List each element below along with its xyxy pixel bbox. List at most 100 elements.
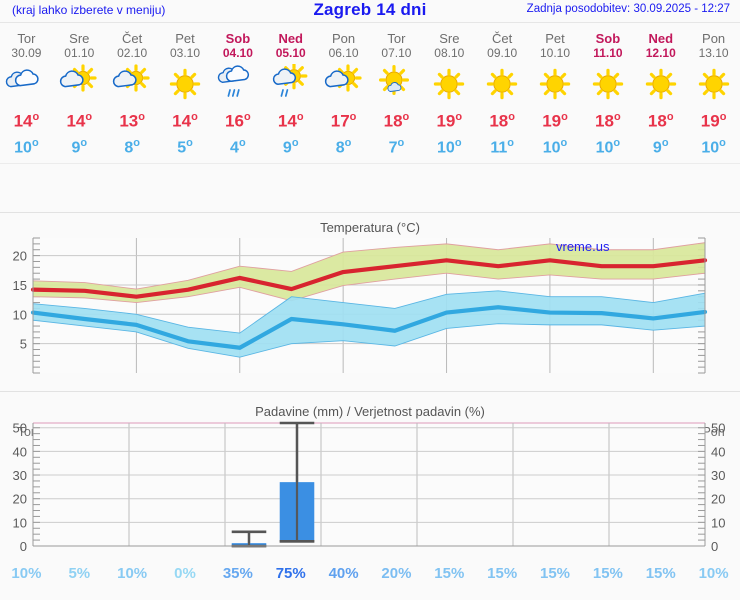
forecast-day-9[interactable]: Sre 08.10 19o 10o — [423, 24, 476, 162]
page-header: (kraj lahko izberete v meniju) Zagreb 14… — [0, 0, 740, 22]
sunny-icon — [426, 64, 472, 104]
precip-probability: 20% — [381, 565, 412, 582]
temp-max: 14o — [277, 111, 304, 131]
svg-text:5: 5 — [20, 337, 27, 352]
svg-text:30: 30 — [13, 468, 27, 483]
header-divider — [0, 22, 740, 23]
svg-text:10: 10 — [711, 515, 725, 530]
page-title: Zagreb 14 dni — [313, 0, 427, 19]
partly-sunny-icon — [109, 64, 155, 104]
forecast-day-11[interactable]: Pet 10.10 19o 10o — [529, 24, 582, 162]
day-date: 07.10 — [381, 46, 412, 60]
day-name: Pon — [702, 31, 726, 46]
temp-max: 19o — [436, 111, 463, 131]
svg-text:0: 0 — [20, 539, 27, 554]
temp-min: 11o — [490, 136, 514, 156]
sunny-icon — [162, 64, 208, 104]
watermark: vreme.us — [556, 239, 610, 254]
day-name: Sob — [225, 31, 251, 46]
sunny-icon — [532, 64, 578, 104]
temp-min: 10o — [14, 136, 39, 156]
day-name: Čet — [122, 31, 143, 46]
sunny-icon — [691, 64, 737, 104]
partly-sunny-icon — [56, 64, 102, 104]
day-date: 09.10 — [487, 46, 518, 60]
precip-day-label: Pon — [702, 425, 725, 439]
forecast-day-14[interactable]: Pon 13.10 19o 10o — [687, 24, 740, 162]
sun-small-cloud-icon — [373, 64, 419, 104]
precipitation-chart: 0 0 10 10 20 20 30 30 40 40 50 50 — [13, 421, 726, 554]
day-name: Tor — [17, 31, 36, 46]
day-date: 05.10 — [275, 46, 306, 60]
forecast-day-6[interactable]: Ned 05.10 14o 9o — [264, 24, 317, 162]
strip-divider — [0, 163, 740, 164]
day-name: Sre — [439, 31, 460, 46]
precip-probability: 0% — [174, 565, 196, 582]
svg-text:10: 10 — [13, 307, 27, 322]
temp-max: 18o — [383, 111, 410, 131]
temp-max: 16o — [225, 111, 251, 131]
forecast-day-8[interactable]: Tor 07.10 18o 7o — [370, 24, 423, 162]
temp-max: 19o — [542, 111, 568, 131]
temperature-chart: 5 10 15 20 — [13, 237, 708, 374]
svg-text:0: 0 — [711, 539, 718, 554]
temp-min: 7o — [388, 136, 405, 156]
temp-min: 9o — [652, 136, 669, 156]
precip-probability: 40% — [328, 565, 359, 582]
day-date: 13.10 — [698, 46, 729, 60]
precip-probability: 10% — [11, 565, 42, 582]
temp-max: 14o — [66, 111, 93, 131]
forecast-day-4[interactable]: Pet 03.10 14o 5o — [159, 24, 212, 162]
sunny-icon — [479, 64, 525, 104]
forecast-day-5[interactable]: Sob 04.10 16o 4o — [211, 24, 264, 162]
day-name: Sre — [69, 31, 90, 46]
day-name: Pet — [545, 31, 565, 46]
precip-probability: 15% — [645, 565, 676, 582]
sunny-icon — [585, 64, 631, 104]
precip-probability: 15% — [540, 565, 571, 582]
svg-text:20: 20 — [13, 492, 27, 507]
day-name: Pon — [332, 31, 356, 46]
svg-text:40: 40 — [711, 444, 725, 459]
precipitation-chart-title: Padavine (mm) / Verjetnost padavin (%) — [255, 404, 485, 419]
day-date: 10.10 — [540, 46, 571, 60]
svg-text:50: 50 — [13, 421, 27, 436]
temp-min: 10o — [701, 136, 726, 156]
precip-probability: 15% — [434, 565, 465, 582]
forecast-day-10[interactable]: Čet 09.10 18o 11o — [476, 24, 529, 162]
day-name: Ned — [648, 31, 674, 46]
temp-min: 10o — [595, 136, 621, 156]
day-date: 12.10 — [645, 46, 676, 60]
day-date: 02.10 — [117, 46, 148, 60]
forecast-day-2[interactable]: Sre 01.10 14o 9o — [53, 24, 106, 162]
temp-max: 14o — [13, 111, 40, 131]
day-date: 06.10 — [328, 46, 359, 60]
precip-probability: 75% — [275, 565, 306, 582]
temp-section-divider — [0, 212, 740, 213]
precip-probability: 5% — [68, 565, 91, 582]
rain-icon — [215, 64, 261, 104]
location-hint: (kraj lahko izberete v meniju) — [12, 3, 166, 17]
forecast-day-1[interactable]: Tor 30.09 14o 10o — [0, 24, 53, 162]
forecast-day-strip: Tor 30.09 14o 10o Sre 01.10 14o 9o Čet 02.10 13o 8o… — [0, 24, 740, 162]
day-name: Čet — [492, 31, 513, 46]
temp-min: 4o — [230, 136, 246, 156]
forecast-day-7[interactable]: Pon 06.10 17o 8o — [317, 24, 370, 162]
forecast-day-13[interactable]: Ned 12.10 18o 9o — [634, 24, 687, 162]
temp-max: 18o — [595, 111, 621, 131]
forecast-day-3[interactable]: Čet 02.10 13o 8o — [106, 24, 159, 162]
svg-text:50: 50 — [711, 421, 725, 436]
precip-probability: 10% — [117, 565, 148, 582]
svg-text:10: 10 — [13, 515, 27, 530]
day-date: 04.10 — [222, 46, 253, 60]
forecast-day-12[interactable]: Sob 11.10 18o 10o — [581, 24, 634, 162]
precip-day-label: Tor — [17, 425, 36, 439]
temperature-chart-title: Temperatura (°C) — [320, 220, 420, 235]
temp-min: 9o — [71, 136, 88, 156]
temp-min: 5o — [177, 136, 193, 156]
temp-min: 9o — [282, 136, 299, 156]
temp-min: 8o — [335, 136, 352, 156]
svg-text:15: 15 — [13, 278, 27, 293]
temp-min: 10o — [437, 136, 462, 156]
day-name: Sob — [595, 31, 621, 46]
